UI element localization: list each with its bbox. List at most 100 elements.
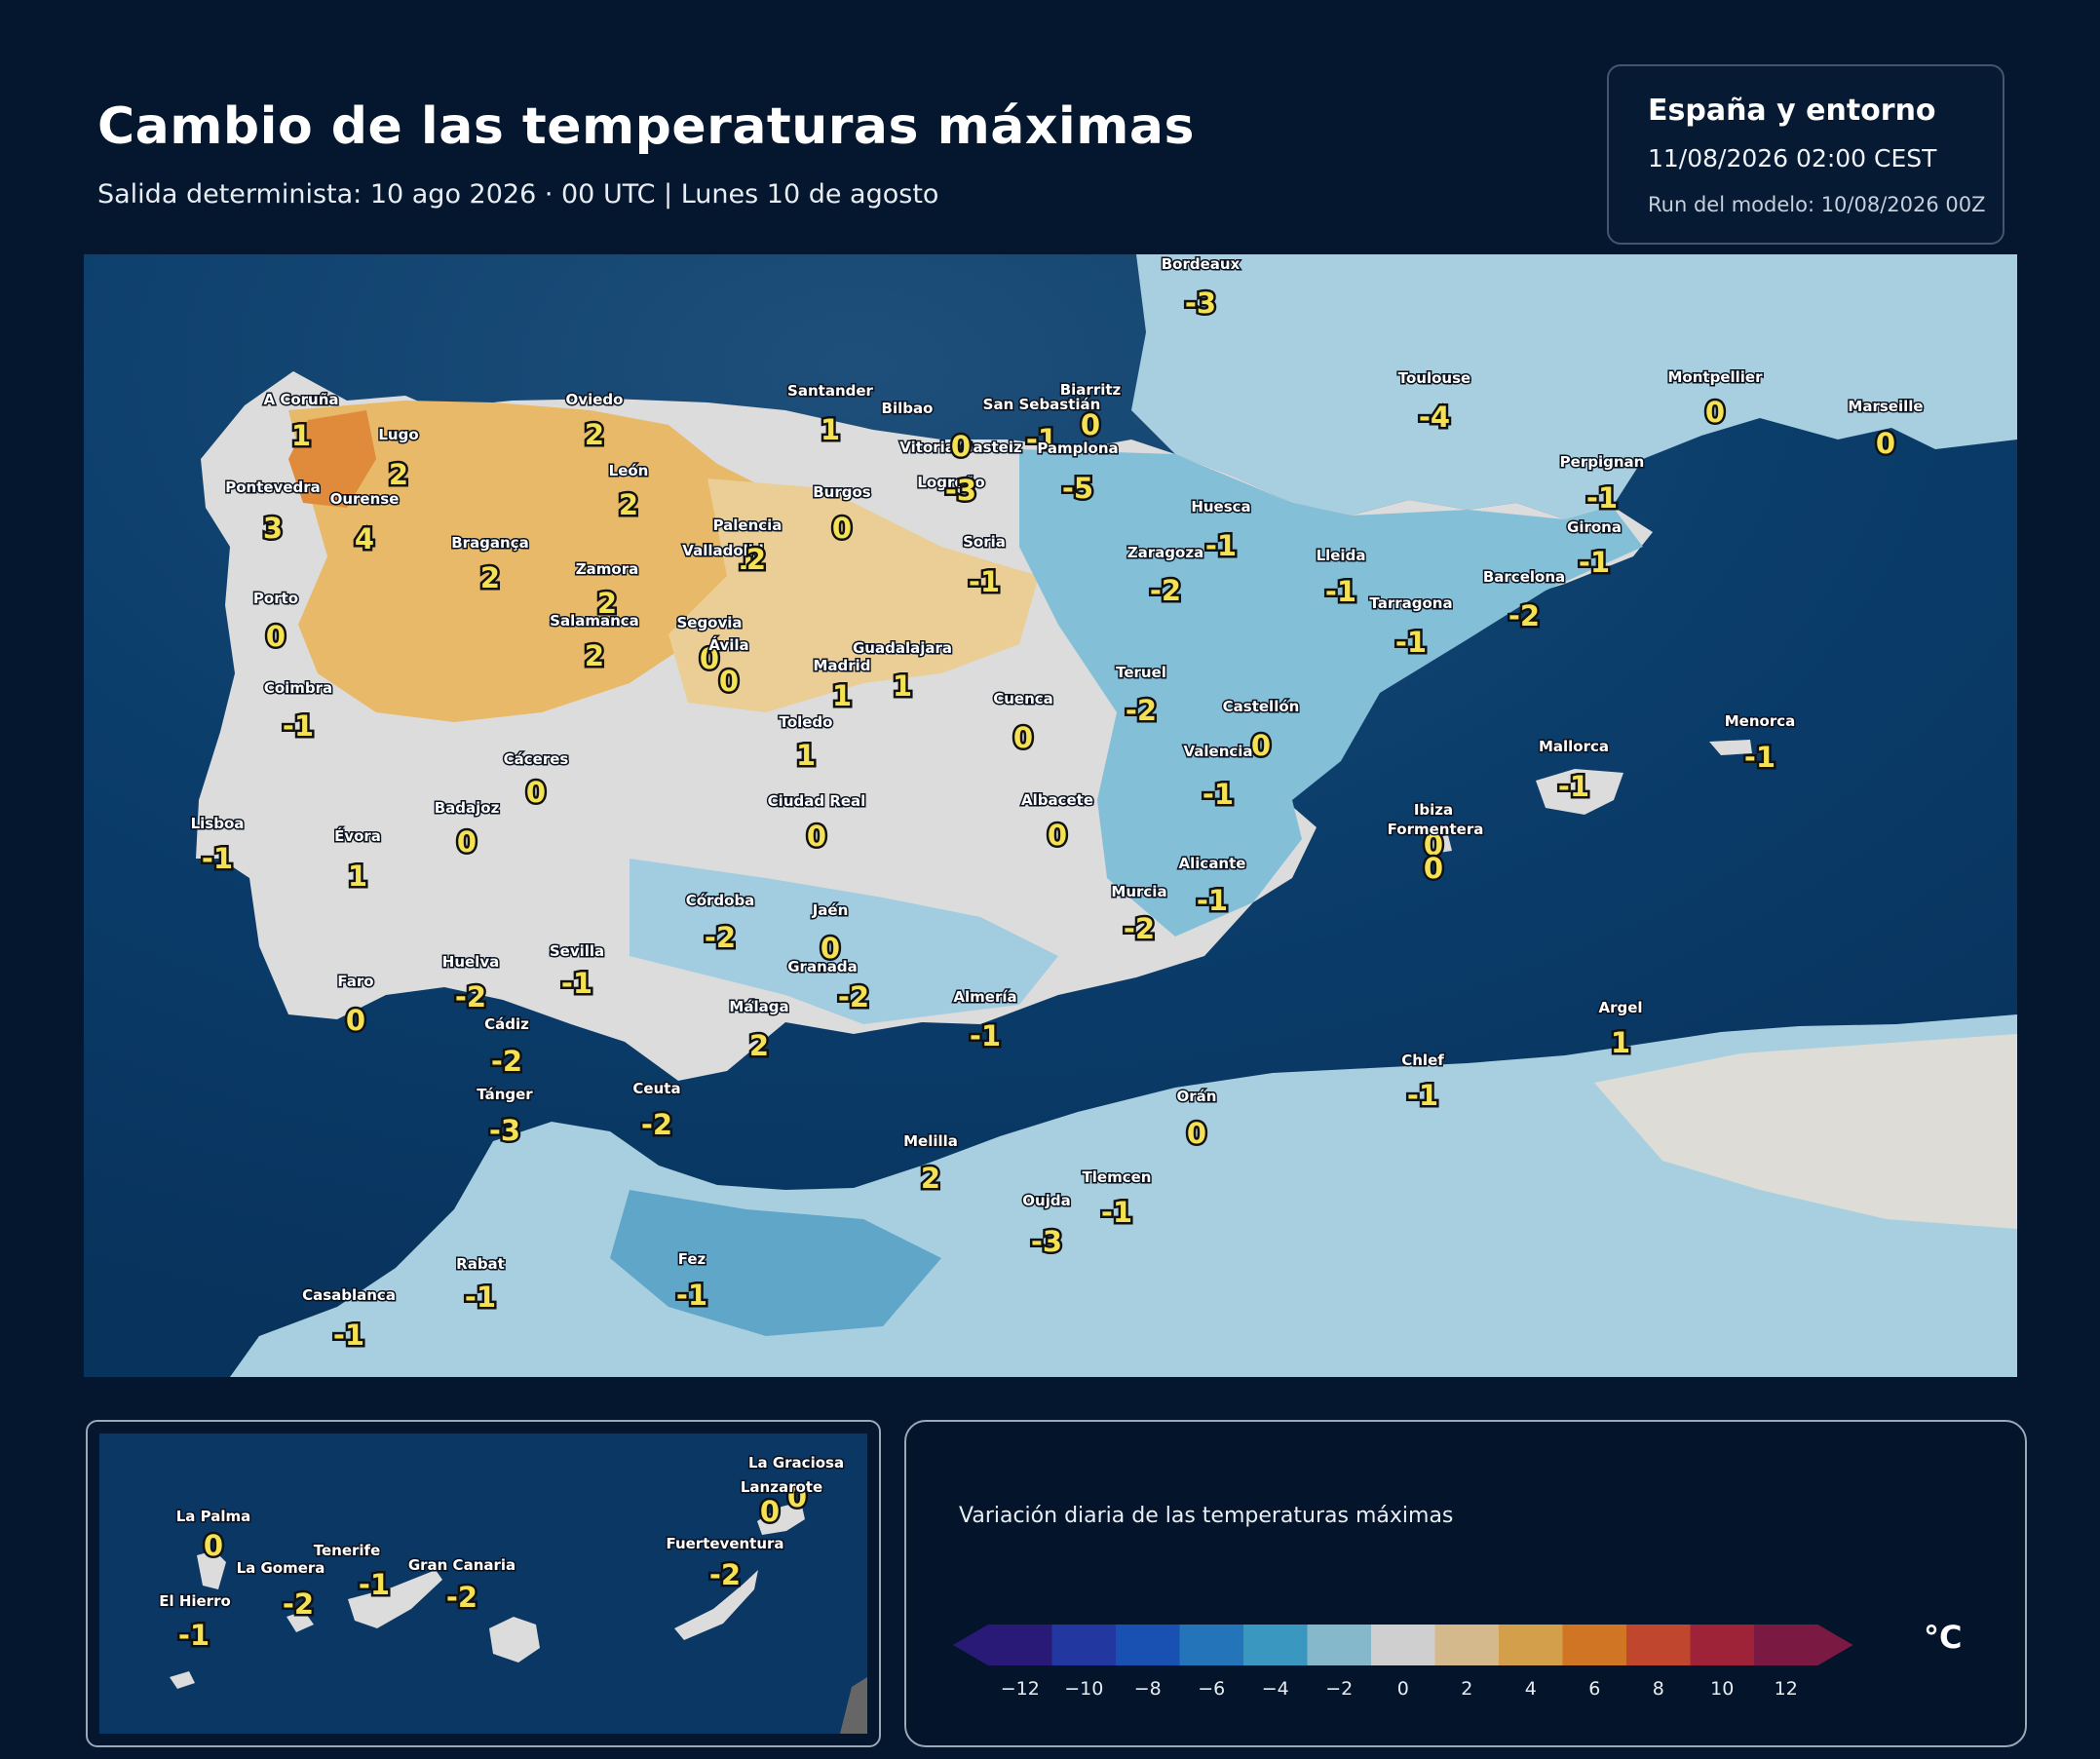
city-label-valencia: Valencia bbox=[1183, 743, 1252, 760]
map-labels: Bordeaux -3 A Coruña 1 Lugo 2 Oviedo 2 Santander… bbox=[189, 254, 1925, 1355]
temp-change-malaga: 2 bbox=[749, 1029, 769, 1062]
colorbar-segment bbox=[1754, 1625, 1818, 1665]
city-label-lleida: Lleida bbox=[1317, 547, 1366, 564]
city-label-el-hierro: El Hierro bbox=[159, 1592, 231, 1610]
temperature-change-map[interactable]: Bordeaux -3 A Coruña 1 Lugo 2 Oviedo 2 Santander… bbox=[84, 254, 2017, 1377]
colorbar-segment bbox=[1371, 1625, 1435, 1665]
temp-change-el-hierro: -1 bbox=[178, 1619, 210, 1652]
city-label-tanger: Tánger bbox=[477, 1086, 533, 1103]
city-label-jaen: Jaén bbox=[812, 901, 849, 919]
city-label-soria: Soria bbox=[963, 533, 1006, 551]
temp-change-oujda: -3 bbox=[1031, 1225, 1062, 1258]
city-label-avila: Ávila bbox=[708, 635, 748, 654]
temp-change-leon: 2 bbox=[619, 488, 638, 521]
city-label-pamplona: Pamplona bbox=[1037, 440, 1118, 457]
colorbar-segment bbox=[1690, 1625, 1755, 1665]
temp-change-perpignan: -1 bbox=[1586, 481, 1618, 515]
temp-change-huesca: -1 bbox=[1205, 529, 1237, 562]
city-label-argel: Argel bbox=[1598, 999, 1642, 1016]
city-label-girona: Girona bbox=[1567, 518, 1622, 536]
cool-zone-east bbox=[1019, 449, 1643, 937]
city-label-toulouse: Toulouse bbox=[1398, 369, 1470, 387]
temp-change-tanger: -3 bbox=[489, 1114, 520, 1147]
city-label-leon: León bbox=[609, 462, 649, 479]
info-region: España y entorno bbox=[1648, 94, 1936, 128]
temp-change-salamanca: 2 bbox=[585, 639, 604, 672]
temp-change-gran-canaria: -2 bbox=[446, 1581, 477, 1614]
temp-change-cuenca: 0 bbox=[1013, 721, 1033, 754]
city-label-cadiz: Cádiz bbox=[484, 1015, 529, 1033]
city-label-bordeaux: Bordeaux bbox=[1162, 255, 1241, 273]
temp-change-lugo: 2 bbox=[389, 458, 408, 491]
temp-change-melilla: 2 bbox=[921, 1162, 940, 1195]
temp-change-castellon: 0 bbox=[1251, 729, 1271, 762]
temp-change-vitoria-gasteiz: 0 bbox=[951, 430, 971, 463]
city-label-a-coruna: A Coruña bbox=[263, 391, 338, 408]
city-label-braganca: Bragança bbox=[451, 534, 529, 552]
city-label-oviedo: Oviedo bbox=[566, 391, 624, 408]
city-label-salamanca: Salamanca bbox=[550, 612, 639, 630]
city-label-castellon: Castellón bbox=[1223, 698, 1300, 715]
hot-spot-galicia bbox=[288, 410, 376, 508]
temp-change-madrid: 1 bbox=[832, 679, 852, 712]
temp-change-montpellier: 0 bbox=[1705, 396, 1725, 429]
colorbar-tick-label: −2 bbox=[1325, 1678, 1353, 1700]
city-label-logrono: Logroño bbox=[917, 474, 984, 491]
city-label-oran: Orán bbox=[1177, 1088, 1217, 1105]
temp-change-albacete: 0 bbox=[1048, 819, 1067, 852]
temp-change-formentera: 0 bbox=[1424, 852, 1443, 885]
city-label-rabat: Rabat bbox=[456, 1255, 505, 1273]
info-box: España y entorno 11/08/2026 02:00 CEST R… bbox=[1607, 64, 2005, 245]
temp-change-tlemcen: -1 bbox=[1101, 1196, 1132, 1229]
city-label-huelva: Huelva bbox=[442, 953, 499, 971]
page-title: Cambio de las temperaturas máximas bbox=[97, 97, 1195, 156]
canary-islands-inset: La Graciosa 0 Lanzarote 0 La Palma 0 Tenerife -… bbox=[86, 1420, 881, 1747]
colorbar-tick-label: −6 bbox=[1198, 1678, 1225, 1700]
temp-change-valladolid: 2 bbox=[746, 543, 766, 576]
africa-corner bbox=[840, 1677, 867, 1734]
island-gran-canaria bbox=[489, 1617, 540, 1663]
city-label-pontevedra: Pontevedra bbox=[225, 478, 321, 496]
colorbar-segment bbox=[1562, 1625, 1627, 1665]
temp-change-cordoba: -2 bbox=[705, 921, 736, 954]
city-label-coimbra: Coimbra bbox=[264, 679, 332, 697]
temp-change-burgos: 0 bbox=[832, 512, 852, 545]
city-label-burgos: Burgos bbox=[813, 483, 871, 501]
temp-change-pontevedra: 3 bbox=[263, 512, 283, 545]
temp-change-coimbra: -1 bbox=[283, 709, 314, 743]
city-label-valladolid: Valladolid bbox=[682, 542, 763, 559]
colorbar-segment bbox=[1499, 1625, 1563, 1665]
temp-change-la-graciosa: 0 bbox=[787, 1480, 807, 1513]
temp-change-ibiza: 0 bbox=[1424, 828, 1443, 861]
colorbar-segment bbox=[1051, 1625, 1117, 1665]
city-label-palencia: Palencia bbox=[713, 516, 783, 534]
city-label-porto: Porto bbox=[253, 590, 298, 607]
city-label-melilla: Melilla bbox=[903, 1132, 958, 1150]
city-label-teruel: Teruel bbox=[1116, 664, 1166, 681]
city-label-granada: Granada bbox=[787, 958, 858, 975]
island-ibiza bbox=[1429, 835, 1452, 854]
temp-change-zaragoza: -2 bbox=[1150, 574, 1181, 607]
colorbar-tick-label: 8 bbox=[1653, 1678, 1664, 1700]
colorbar-segment bbox=[988, 1625, 1052, 1665]
temp-change-valencia: -1 bbox=[1203, 778, 1234, 811]
temp-change-girona: -1 bbox=[1579, 546, 1610, 579]
temp-change-argel: 1 bbox=[1611, 1026, 1630, 1059]
temp-change-barcelona: -2 bbox=[1508, 599, 1540, 632]
temp-change-murcia: -2 bbox=[1124, 912, 1155, 945]
colorbar-tick-label: 6 bbox=[1588, 1678, 1600, 1700]
city-label-perpignan: Perpignan bbox=[1560, 453, 1645, 471]
city-label-vitoria-gasteiz: Vitoria-Gasteiz bbox=[899, 439, 1022, 456]
warm-zone-northwest bbox=[288, 401, 785, 722]
colorbar-segment bbox=[1179, 1625, 1244, 1665]
temp-change-la-palma: 0 bbox=[204, 1529, 223, 1562]
legend-title: Variación diaria de las temperaturas máx… bbox=[959, 1504, 1454, 1528]
city-label-faro: Faro bbox=[337, 973, 373, 990]
temp-change-oviedo: 2 bbox=[585, 418, 604, 451]
city-label-albacete: Albacete bbox=[1021, 791, 1093, 809]
warm-zone-north-africa bbox=[1594, 1034, 2017, 1229]
temp-change-lanzarote: 0 bbox=[760, 1495, 780, 1528]
temp-change-fez: -1 bbox=[676, 1279, 707, 1312]
city-label-gran-canaria: Gran Canaria bbox=[408, 1556, 515, 1574]
